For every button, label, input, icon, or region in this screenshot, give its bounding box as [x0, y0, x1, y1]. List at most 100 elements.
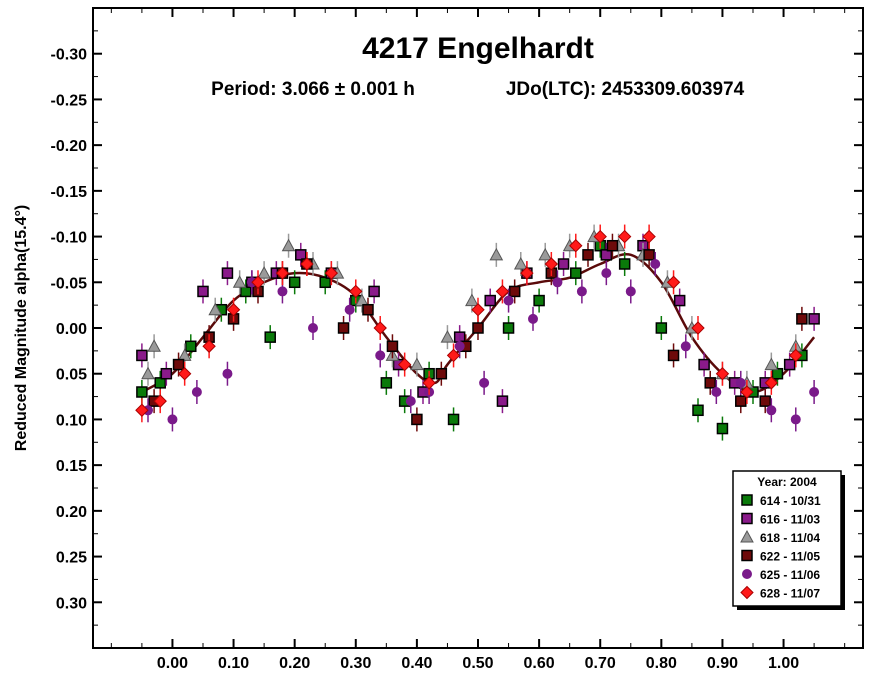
data-point: [208, 302, 223, 316]
data-point: [650, 259, 661, 269]
data-point: [177, 348, 192, 361]
data-point: [618, 258, 631, 270]
data-point: [465, 293, 479, 307]
legend-entry-label: 614 - 10/31: [760, 494, 821, 508]
data-point: [625, 286, 636, 297]
y-tick-label: -0.25: [51, 92, 88, 109]
data-point: [160, 367, 173, 380]
data-point: [154, 377, 166, 389]
data-point: [538, 247, 553, 261]
chart-title: 4217 Engelhardt: [362, 32, 594, 65]
y-tick-label: 0.20: [56, 504, 87, 521]
data-point: [796, 313, 808, 325]
data-point: [226, 303, 241, 317]
x-tick-label: 0.40: [401, 655, 432, 672]
data-point: [380, 377, 393, 389]
data-point: [544, 257, 559, 271]
data-point: [764, 376, 779, 390]
data-point: [735, 395, 747, 407]
data-point: [281, 238, 296, 252]
data-point: [593, 229, 607, 244]
data-point: [508, 285, 521, 298]
legend-title: Year: 2004: [757, 475, 817, 489]
data-point: [673, 294, 686, 307]
data-point: [454, 341, 465, 352]
data-point: [136, 386, 148, 398]
x-tick-label: 0.30: [340, 655, 371, 672]
data-point: [232, 275, 247, 288]
chart-subtitle-period: Period: 3.066 ± 0.001 h: [211, 79, 415, 100]
data-point: [153, 394, 167, 408]
data-point: [533, 294, 545, 307]
data-point: [576, 286, 587, 297]
data-point: [308, 323, 318, 333]
data-point: [655, 322, 668, 334]
data-point: [735, 377, 746, 388]
x-tick-label: 0.70: [585, 655, 616, 672]
data-point: [375, 350, 386, 361]
data-point: [362, 303, 374, 316]
data-point: [809, 387, 820, 397]
y-tick-label: 0.30: [56, 595, 87, 612]
data-point: [783, 358, 796, 371]
data-point: [295, 249, 307, 261]
x-tick-label: 0.80: [646, 655, 677, 672]
legend-entry-label: 616 - 11/03: [760, 513, 820, 527]
data-point: [740, 385, 754, 399]
y-tick-label: -0.30: [51, 47, 88, 64]
data-point: [275, 266, 290, 280]
data-point: [600, 249, 613, 261]
y-axis-label: Reduced Magnitude alpha(15.4°): [13, 205, 30, 451]
legend-entry-label: 625 - 11/06: [760, 568, 820, 582]
x-tick-label: 0.20: [279, 655, 310, 672]
data-point: [300, 257, 314, 271]
data-point: [790, 414, 801, 425]
data-point: [411, 413, 423, 426]
data-point: [502, 322, 515, 334]
x-tick-label: 1.00: [768, 655, 799, 672]
data-point: [496, 395, 509, 407]
data-point: [185, 340, 197, 353]
y-tick-label: 0.00: [56, 321, 87, 338]
data-point: [288, 276, 301, 289]
legend-marker: [742, 569, 752, 579]
data-point: [440, 330, 455, 343]
y-tick-label: 0.15: [56, 458, 87, 475]
data-point: [617, 229, 632, 244]
legend-marker: [741, 549, 753, 562]
data-point: [319, 276, 331, 289]
data-point: [344, 304, 355, 315]
data-point: [495, 284, 510, 299]
data-point: [202, 339, 216, 353]
data-point: [264, 331, 276, 343]
data-point: [716, 422, 729, 435]
data-point: [191, 387, 202, 397]
data-point: [692, 404, 704, 417]
data-point: [435, 367, 448, 380]
data-point: [141, 366, 155, 380]
y-tick-label: -0.10: [51, 230, 88, 247]
data-point: [666, 275, 681, 289]
data-point: [167, 414, 178, 425]
data-point: [808, 313, 820, 325]
data-point: [447, 413, 460, 426]
legend: Year: 2004 614 - 10/31 616 - 11/03 618 - 1…: [732, 470, 845, 610]
data-point: [397, 357, 412, 372]
legend-marker: [740, 585, 754, 600]
legend-entry-label: 618 - 11/04: [760, 531, 820, 545]
data-point: [771, 367, 784, 380]
data-point: [257, 266, 271, 279]
legend-marker: [741, 512, 753, 525]
data-point: [513, 256, 528, 270]
data-point: [471, 303, 485, 317]
data-point: [698, 358, 710, 371]
x-tick-label: 0.50: [462, 655, 493, 672]
legend-entry-label: 622 - 11/05: [760, 550, 820, 564]
data-point: [764, 357, 779, 371]
data-point: [642, 229, 656, 244]
x-tick-label: 0.90: [707, 655, 738, 672]
y-tick-label: 0.25: [56, 550, 87, 567]
chart-subtitle-epoch: JDo(LTC): 2453309.603974: [506, 79, 745, 100]
data-point: [172, 358, 185, 371]
